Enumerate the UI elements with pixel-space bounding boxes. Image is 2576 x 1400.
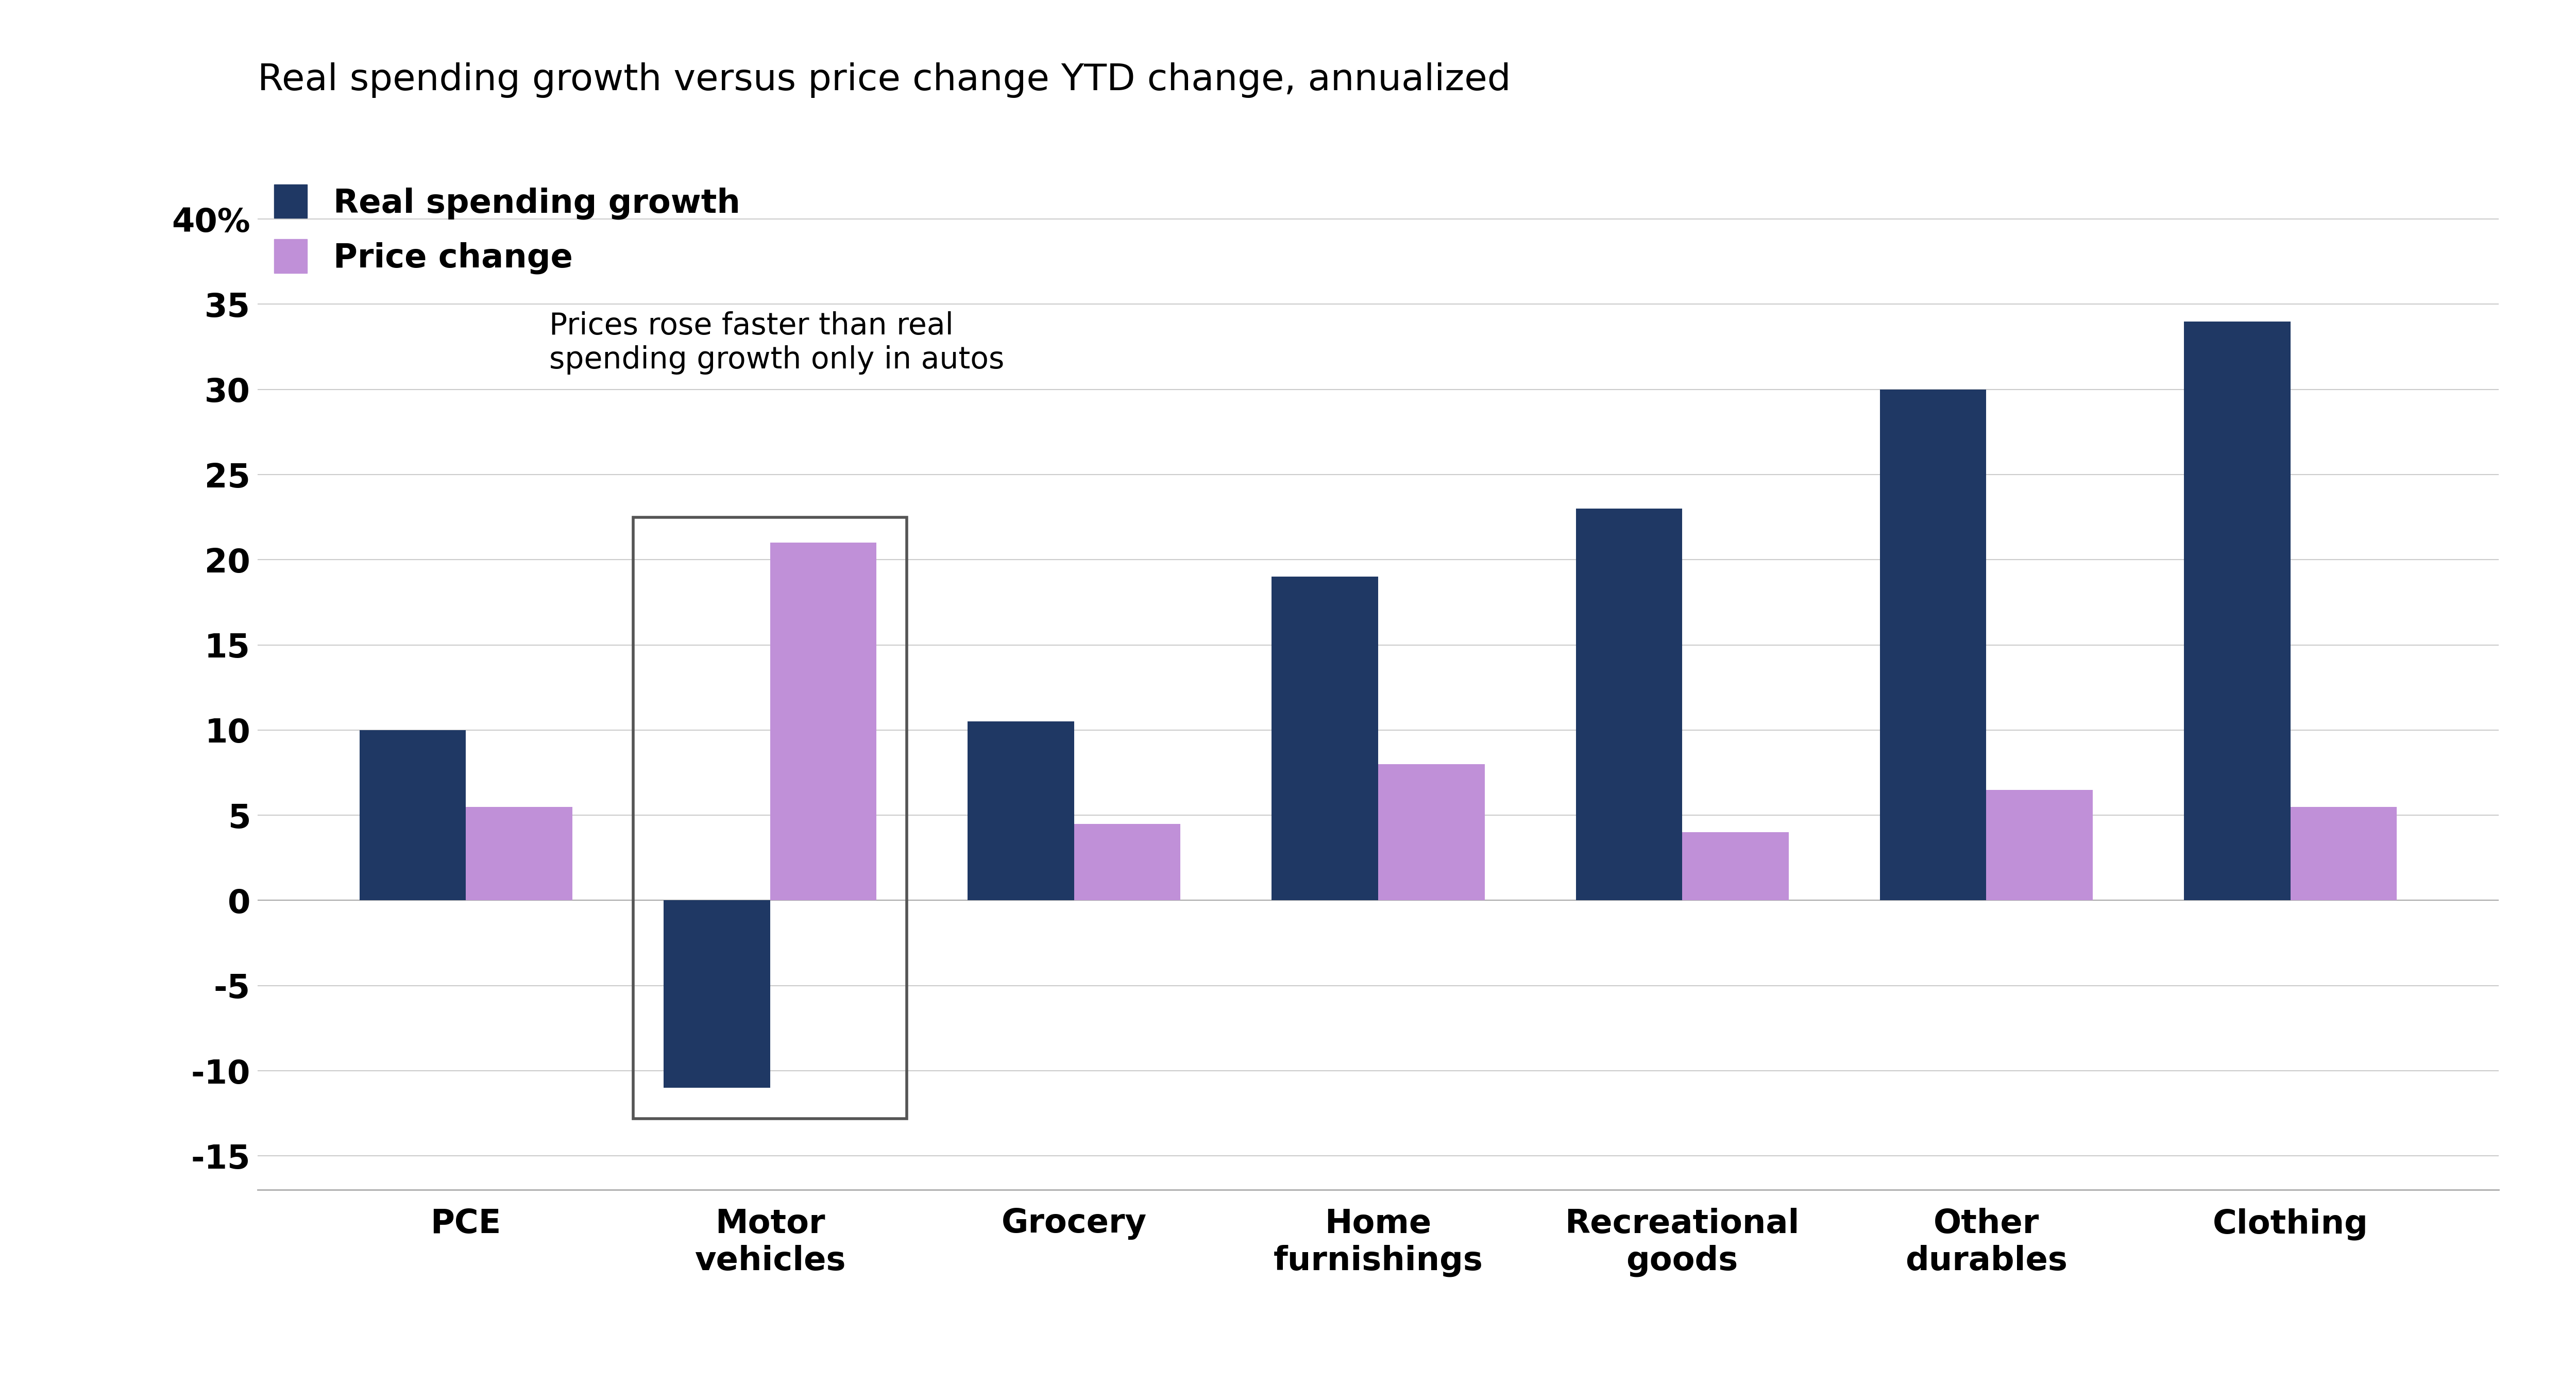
Bar <box>665 900 770 1088</box>
Bar <box>1378 764 1484 900</box>
Bar <box>969 721 1074 900</box>
Bar <box>1880 389 1986 900</box>
Bar <box>361 731 466 900</box>
Text: Prices rose faster than real
spending growth only in autos: Prices rose faster than real spending gr… <box>549 311 1005 374</box>
Bar <box>1682 832 1788 900</box>
Bar <box>466 806 572 900</box>
Bar <box>2290 806 2396 900</box>
Legend: Real spending growth, Price change: Real spending growth, Price change <box>273 185 739 274</box>
Bar <box>1074 823 1180 900</box>
Bar <box>1577 508 1682 900</box>
Text: Real spending growth versus price change YTD change, annualized: Real spending growth versus price change… <box>258 63 1512 98</box>
Bar <box>1273 577 1378 900</box>
Bar <box>770 543 876 900</box>
Bar <box>2184 322 2290 900</box>
Bar <box>1986 790 2092 900</box>
